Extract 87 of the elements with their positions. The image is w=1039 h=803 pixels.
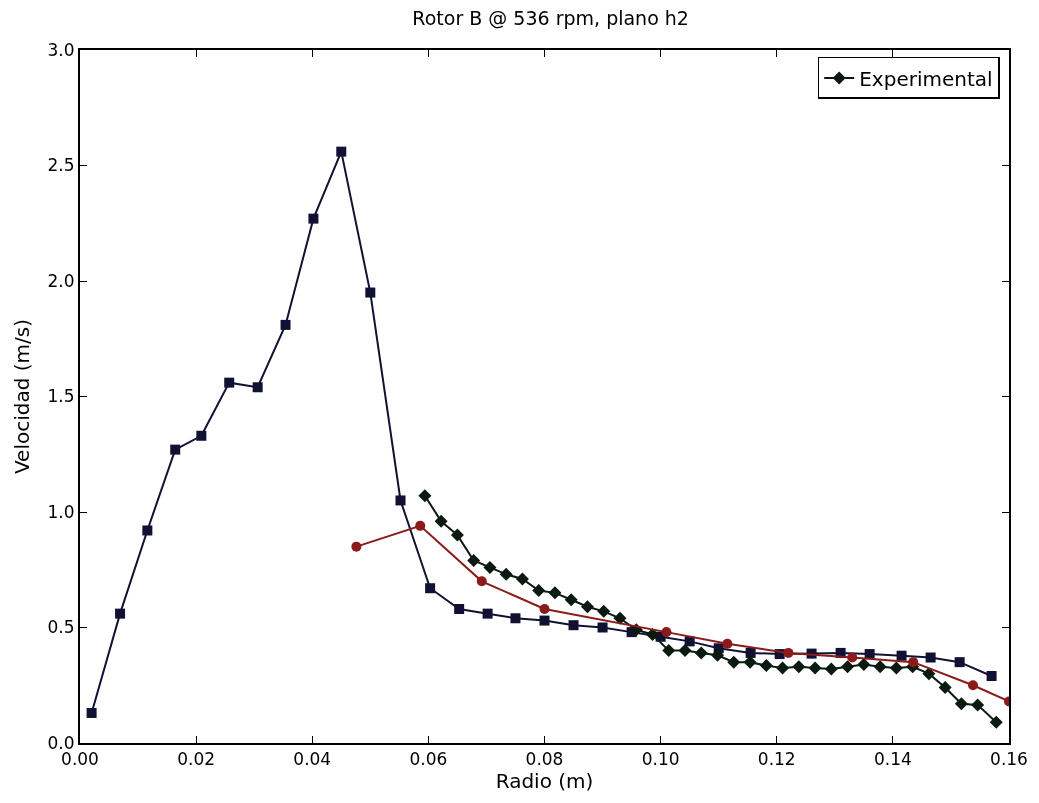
point: [776, 661, 790, 675]
point: [873, 660, 887, 674]
x-tick-label: 0.14: [873, 749, 912, 770]
point: [743, 655, 757, 669]
y-tick-label: 0.5: [47, 617, 75, 638]
point: [597, 604, 611, 618]
point: [142, 525, 153, 536]
x-axis-title: Radio (m): [495, 769, 594, 794]
point: [847, 652, 858, 663]
point: [365, 287, 376, 298]
point: [224, 377, 235, 388]
y-tick-label: 2.5: [47, 155, 75, 176]
x-tick-label: 0.04: [293, 749, 332, 770]
point: [351, 541, 362, 552]
point: [678, 644, 692, 658]
point: [896, 650, 907, 661]
point: [548, 586, 562, 600]
point: [711, 648, 725, 662]
point: [415, 520, 426, 531]
chart-title: Rotor B @ 536 rpm, plano h2: [412, 7, 689, 30]
legend-label: Experimental: [859, 66, 993, 91]
point: [308, 213, 319, 224]
y-tick-label: 1.5: [47, 386, 75, 407]
point: [841, 660, 855, 674]
x-tick-label: 0.02: [177, 749, 216, 770]
point: [115, 608, 126, 619]
point: [954, 697, 968, 711]
point: [986, 671, 997, 682]
point: [646, 627, 659, 641]
point: [971, 698, 985, 712]
point: [968, 680, 978, 691]
point: [539, 615, 550, 626]
point: [938, 681, 952, 695]
point: [613, 611, 627, 625]
point: [280, 319, 291, 330]
point: [580, 600, 594, 614]
point: [336, 146, 347, 157]
point: [824, 662, 838, 676]
point: [759, 659, 773, 673]
point: [889, 661, 903, 675]
point: [783, 647, 794, 658]
y-tick-label: 3.0: [47, 39, 75, 60]
point: [170, 444, 181, 455]
point: [510, 613, 521, 624]
y-axis-title: Velocidad (m/s): [10, 318, 34, 475]
point: [467, 554, 481, 568]
point: [597, 622, 608, 633]
point: [661, 627, 672, 638]
point: [662, 644, 676, 658]
point: [745, 647, 756, 658]
y-tick-label: 1.0: [47, 501, 75, 522]
point: [864, 649, 875, 660]
point: [564, 593, 578, 607]
point: [989, 715, 1003, 729]
point: [954, 657, 965, 668]
point: [727, 655, 741, 669]
x-tick-label: 0.12: [757, 749, 796, 770]
point: [483, 560, 497, 574]
point: [418, 489, 432, 503]
x-tick-label: 0.06: [409, 749, 448, 770]
x-tick-label: 0.10: [641, 749, 680, 770]
point: [722, 638, 733, 649]
point: [434, 514, 448, 528]
point: [252, 382, 263, 393]
point: [196, 430, 207, 441]
point: [476, 576, 487, 587]
point: [450, 528, 464, 542]
point: [568, 620, 579, 631]
point: [808, 661, 822, 675]
point: [694, 646, 708, 660]
y-tick-label: 2.0: [47, 270, 75, 291]
point: [539, 604, 550, 615]
point: [454, 604, 465, 615]
point: [395, 495, 406, 506]
point: [499, 567, 513, 581]
point: [908, 657, 919, 668]
point: [86, 707, 97, 718]
point: [482, 608, 493, 619]
point: [425, 583, 436, 594]
point: [792, 660, 806, 674]
point: [857, 657, 871, 671]
point: [515, 572, 529, 586]
point: [925, 652, 936, 663]
point: [922, 667, 936, 681]
x-tick-label: 0.08: [525, 749, 564, 770]
x-tick-label: 0.16: [990, 749, 1028, 770]
point: [532, 584, 546, 598]
